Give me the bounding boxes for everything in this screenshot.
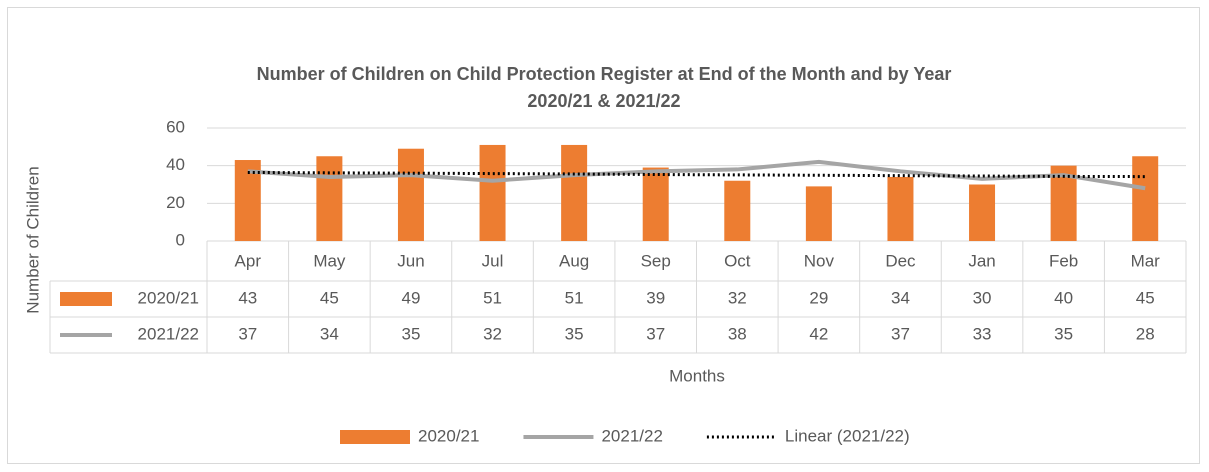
x-tick-label: Dec — [885, 251, 916, 270]
table-cell: 33 — [973, 324, 992, 343]
legend-label: 2021/22 — [601, 426, 662, 445]
table-cell: 37 — [891, 324, 910, 343]
table-row-label: 2020/21 — [138, 288, 199, 307]
bar — [887, 176, 914, 241]
table-cell: 30 — [973, 288, 992, 307]
y-tick-label: 60 — [166, 117, 185, 136]
legend-key — [340, 430, 410, 444]
x-tick-label: Oct — [724, 251, 751, 270]
x-tick-label: Mar — [1131, 251, 1161, 270]
table-cell: 37 — [238, 324, 257, 343]
table-cell: 28 — [1136, 324, 1155, 343]
x-tick-label: Jan — [968, 251, 995, 270]
chart-subtitle: 2020/21 & 2021/22 — [527, 91, 680, 111]
legend-key — [60, 292, 112, 306]
legend-label: Linear (2021/22) — [785, 426, 910, 445]
x-axis-title: Months — [669, 366, 725, 385]
y-tick-label: 40 — [166, 155, 185, 174]
line — [247, 159, 1146, 191]
table-cell: 35 — [1054, 324, 1073, 343]
x-tick-label: Jul — [482, 251, 504, 270]
bar — [316, 156, 343, 241]
table-cell: 40 — [1054, 288, 1073, 307]
x-tick-label: Nov — [804, 251, 835, 270]
table-cell: 34 — [320, 324, 339, 343]
y-tick-label: 0 — [176, 230, 185, 249]
bar — [397, 148, 424, 241]
table-cell: 35 — [565, 324, 584, 343]
x-tick-label: Aug — [559, 251, 589, 270]
bar — [724, 180, 751, 241]
table-cell: 29 — [809, 288, 828, 307]
x-tick-label: Apr — [235, 251, 262, 270]
table-cell: 38 — [728, 324, 747, 343]
y-tick-label: 20 — [166, 193, 185, 212]
y-axis-title: Number of Children — [23, 166, 42, 313]
bar — [561, 144, 588, 241]
x-tick-label: Feb — [1049, 251, 1078, 270]
chart-border — [7, 7, 1200, 464]
x-tick-label: May — [313, 251, 346, 270]
table-cell: 45 — [1136, 288, 1155, 307]
table-cell: 32 — [483, 324, 502, 343]
table-cell: 34 — [891, 288, 910, 307]
bar — [1132, 156, 1159, 241]
legend-label: 2020/21 — [418, 426, 479, 445]
table-cell: 51 — [565, 288, 584, 307]
bar — [805, 186, 832, 241]
bar — [642, 167, 669, 241]
table-cell: 49 — [401, 288, 420, 307]
table-cell: 42 — [809, 324, 828, 343]
bar — [479, 144, 506, 241]
table-cell: 51 — [483, 288, 502, 307]
table-cell: 39 — [646, 288, 665, 307]
chart-title: Number of Children on Child Protection R… — [257, 64, 952, 84]
x-tick-label: Sep — [641, 251, 671, 270]
table-cell: 35 — [401, 324, 420, 343]
table-cell: 43 — [238, 288, 257, 307]
table-row-label: 2021/22 — [138, 324, 199, 343]
x-tick-label: Jun — [397, 251, 424, 270]
table-cell: 45 — [320, 288, 339, 307]
table-cell: 32 — [728, 288, 747, 307]
bar — [969, 184, 996, 241]
table-cell: 37 — [646, 324, 665, 343]
